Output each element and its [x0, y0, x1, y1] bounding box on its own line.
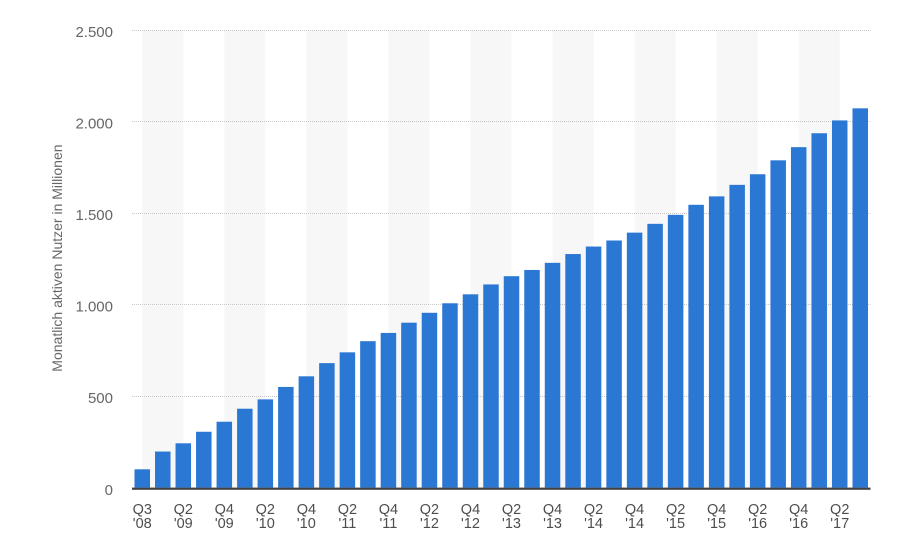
- svg-text:Q4: Q4: [625, 502, 644, 518]
- svg-text:Q2: Q2: [256, 502, 275, 518]
- svg-text:Q2: Q2: [666, 502, 685, 518]
- svg-text:Q2: Q2: [338, 502, 357, 518]
- svg-text:Q4: Q4: [707, 502, 726, 518]
- svg-text:'11: '11: [380, 516, 398, 532]
- svg-text:'14: '14: [584, 516, 603, 532]
- svg-text:'15: '15: [707, 516, 726, 532]
- svg-text:'12: '12: [461, 516, 480, 532]
- svg-text:Q2: Q2: [584, 502, 603, 518]
- svg-text:'13: '13: [502, 516, 521, 532]
- svg-text:'13: '13: [543, 516, 562, 532]
- svg-text:Q2: Q2: [748, 502, 767, 518]
- svg-text:1.500: 1.500: [75, 207, 113, 224]
- svg-text:'16: '16: [748, 516, 767, 532]
- svg-text:'09: '09: [174, 516, 193, 532]
- svg-text:'11: '11: [338, 516, 356, 532]
- svg-text:'14: '14: [625, 516, 644, 532]
- svg-text:2.500: 2.500: [75, 24, 113, 41]
- svg-text:500: 500: [88, 390, 113, 407]
- svg-text:Q2: Q2: [420, 502, 439, 518]
- svg-text:Q4: Q4: [543, 502, 562, 518]
- svg-text:'08: '08: [133, 516, 152, 532]
- svg-text:1.000: 1.000: [75, 299, 113, 316]
- svg-text:Monatlich aktiven Nutzer in Mi: Monatlich aktiven Nutzer in Millionen: [49, 144, 65, 371]
- svg-text:Q2: Q2: [830, 502, 849, 518]
- svg-text:'10: '10: [297, 516, 316, 532]
- svg-text:Q4: Q4: [215, 502, 234, 518]
- svg-text:Q2: Q2: [174, 502, 193, 518]
- svg-text:'09: '09: [215, 516, 234, 532]
- svg-text:'15: '15: [666, 516, 685, 532]
- svg-text:Q2: Q2: [502, 502, 521, 518]
- svg-text:'17: '17: [830, 516, 849, 532]
- svg-text:Q4: Q4: [297, 502, 316, 518]
- svg-text:0: 0: [105, 482, 113, 499]
- svg-text:Q4: Q4: [789, 502, 808, 518]
- svg-text:Q4: Q4: [461, 502, 480, 518]
- svg-text:Q4: Q4: [379, 502, 398, 518]
- svg-text:'12: '12: [420, 516, 439, 532]
- svg-text:'10: '10: [256, 516, 275, 532]
- svg-text:Q3: Q3: [133, 502, 152, 518]
- svg-text:2.000: 2.000: [75, 116, 113, 133]
- svg-text:'16: '16: [789, 516, 808, 532]
